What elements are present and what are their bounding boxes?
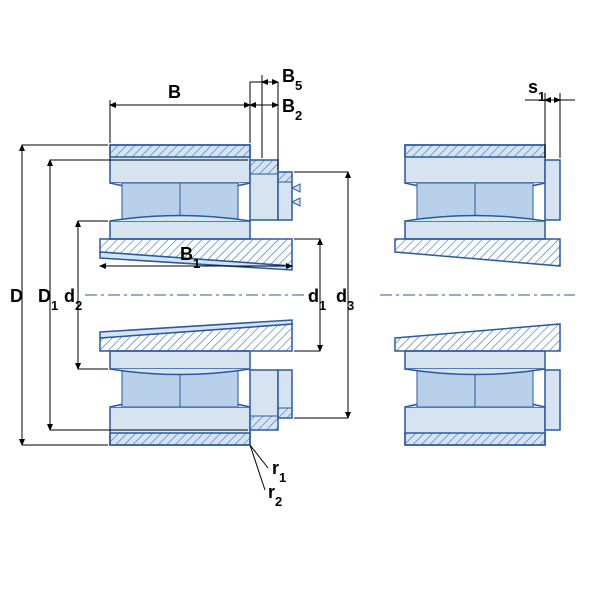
label-r2: r2	[268, 482, 282, 509]
label-B2: B2	[282, 96, 302, 123]
label-d2: d2	[64, 286, 82, 313]
bearing-diagram: D D1 d2 d1 d3 B B1 B2 B5 s1 r1 r2	[0, 0, 600, 600]
label-B: B	[168, 82, 181, 102]
label-r1: r1	[272, 458, 286, 485]
label-d1: d1	[308, 286, 326, 313]
label-D1: D1	[38, 286, 58, 313]
label-D: D	[10, 286, 23, 306]
label-B5: B5	[282, 66, 302, 93]
right-view	[380, 145, 575, 445]
left-view	[85, 145, 315, 445]
label-d3: d3	[336, 286, 354, 313]
